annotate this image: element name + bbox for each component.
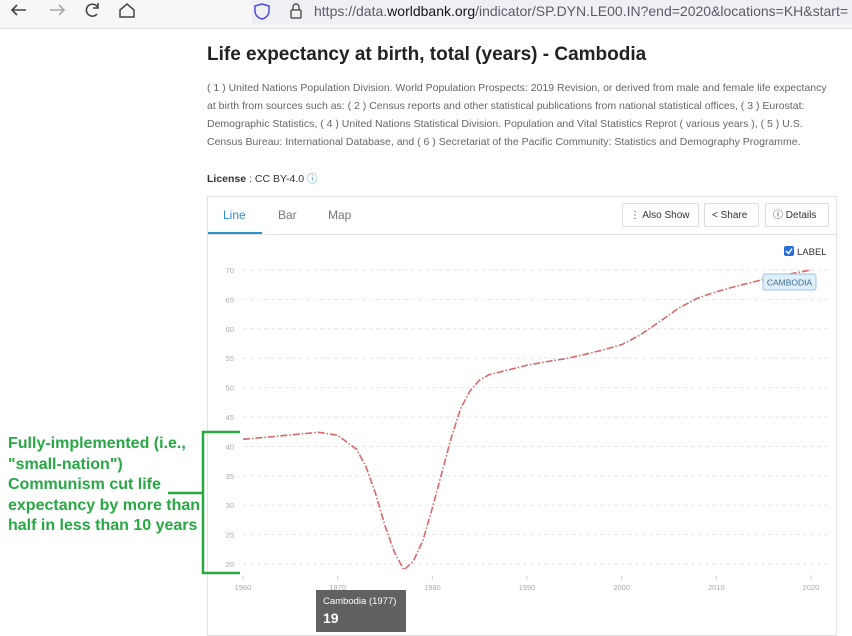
forward-button[interactable] <box>50 4 66 16</box>
x-tick-label: 1970 <box>329 583 346 592</box>
y-tick-label: 30 <box>226 501 234 510</box>
details-button[interactable]: ⓘ Details <box>765 203 829 227</box>
x-tick-label: 1980 <box>424 583 441 592</box>
share-button[interactable]: < Share <box>704 203 759 227</box>
annotation: Fully-implemented (i.e., "small-nation")… <box>8 435 201 534</box>
tooltip-title: Cambodia (1977) <box>323 596 397 607</box>
reload-button[interactable] <box>85 3 99 17</box>
license-value: : CC BY-4.0 <box>246 173 305 185</box>
y-tick-label: 45 <box>226 413 234 422</box>
tab-bar[interactable]: Bar <box>278 208 297 222</box>
shield-icon <box>254 3 270 20</box>
lock-icon <box>290 9 302 19</box>
y-tick-label: 25 <box>226 531 234 540</box>
license-label: License <box>207 173 247 185</box>
label-toggle-text: LABEL <box>797 247 827 258</box>
button-label: Share <box>720 210 748 221</box>
lock-shackle <box>292 3 300 10</box>
y-tick-label: 50 <box>226 384 234 393</box>
nav-icons <box>10 3 135 18</box>
home-button[interactable] <box>119 3 135 18</box>
source-description: ( 1 ) United Nations Population Division… <box>207 82 827 148</box>
url-path: /indicator/SP.DYN.LE00.IN?end=2020&locat… <box>475 3 849 19</box>
url-prefix: https://data. <box>314 3 388 19</box>
y-tick-label: 20 <box>226 560 234 569</box>
tooltip: Cambodia (1977) 19 <box>316 590 406 632</box>
checkmark <box>785 248 793 255</box>
back-button[interactable] <box>10 4 26 16</box>
button-label: Details <box>785 210 817 221</box>
tooltip-value: 19 <box>323 610 339 626</box>
y-tick-label: 65 <box>226 295 234 304</box>
series-label: CAMBODIA <box>767 278 813 288</box>
x-tick-label: 1960 <box>235 583 252 592</box>
y-tick-label: 55 <box>226 354 234 363</box>
x-tick-label: 1990 <box>519 583 536 592</box>
security-icons <box>254 3 302 20</box>
address-bar[interactable] <box>252 0 852 24</box>
url-domain: worldbank.org <box>387 3 476 19</box>
series-label-box <box>762 273 817 291</box>
y-tick-label: 35 <box>226 472 234 481</box>
y-tick-label: 40 <box>226 442 234 451</box>
license: License : CC BY-4.0 ⓘ <box>207 171 318 186</box>
url: https://data.worldbank.org/indicator/SP.… <box>314 3 848 19</box>
also-show-button[interactable]: ⋮ Also Show <box>622 203 699 227</box>
x-tick-label: 2010 <box>708 583 725 592</box>
page-title: Life expectancy at birth, total (years) … <box>207 44 647 65</box>
annotation-bracket <box>168 430 240 575</box>
info-icon[interactable]: ⓘ <box>307 173 318 185</box>
x-tick-label: 2020 <box>803 583 820 592</box>
y-tick-label: 60 <box>226 325 234 334</box>
button-label: Also Show <box>642 210 690 221</box>
series-line <box>242 269 812 572</box>
bracket <box>168 430 240 575</box>
y-tick-label: 70 <box>226 266 234 275</box>
line-chart: LABEL 20 25 30 35 40 45 50 55 60 65 70 1960 1970 1980… <box>226 246 829 592</box>
tab-divider <box>208 234 836 235</box>
x-tick-label: 2000 <box>613 583 630 592</box>
tab-map[interactable]: Map <box>328 208 352 222</box>
active-tab-underline <box>208 232 262 234</box>
label-checkbox[interactable] <box>784 246 794 256</box>
tab-line[interactable]: Line <box>223 208 246 222</box>
